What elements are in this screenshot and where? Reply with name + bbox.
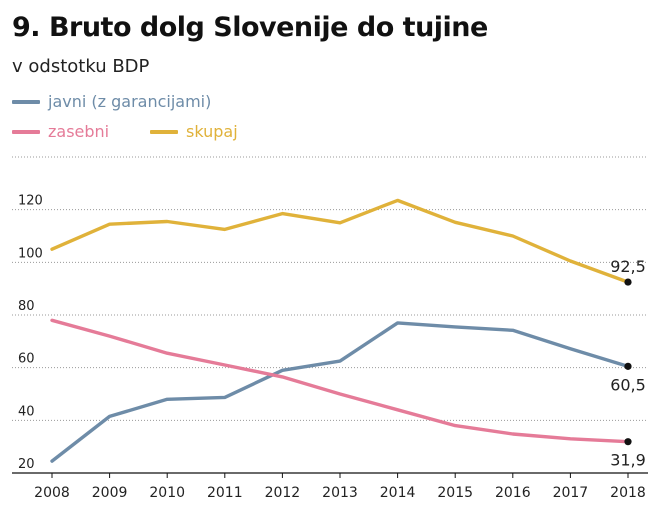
x-tick-label-2010: 2010 <box>149 485 185 501</box>
x-tick-label-2014: 2014 <box>380 485 416 501</box>
x-tick-label-2015: 2015 <box>437 485 473 501</box>
chart-title: 9. Bruto dolg Slovenije do tujine <box>12 12 488 43</box>
y-tick-label-100: 100 <box>18 246 43 261</box>
legend-swatch-skupaj <box>150 129 178 134</box>
x-tick-label-2013: 2013 <box>322 485 358 501</box>
legend-item-skupaj: skupaj <box>150 122 238 141</box>
end-label-javni: 60,5 <box>610 375 646 394</box>
y-tick-label-60: 60 <box>18 352 35 367</box>
series-line-skupaj <box>50 198 630 284</box>
x-tick-label-2008: 2008 <box>34 485 70 501</box>
end-label-skupaj: 92,5 <box>610 257 646 276</box>
chart-subtitle: v odstotku BDP <box>12 56 150 77</box>
series-line-zasebni <box>50 318 630 444</box>
x-tick-label-2009: 2009 <box>92 485 128 501</box>
x-tick-label-2016: 2016 <box>495 485 531 501</box>
end-label-zasebni: 31,9 <box>610 451 646 470</box>
end-point-skupaj <box>624 278 632 286</box>
y-tick-label-20: 20 <box>18 457 35 472</box>
x-tick-label-2018: 2018 <box>610 485 646 501</box>
end-point-javni <box>624 362 632 370</box>
y-tick-label-40: 40 <box>18 404 35 419</box>
y-tick-label-120: 120 <box>18 194 43 209</box>
x-tick-label-2012: 2012 <box>265 485 301 501</box>
legend-swatch-javni <box>12 99 40 104</box>
legend-label-javni: javni (z garancijami) <box>48 92 212 111</box>
legend-label-skupaj: skupaj <box>186 122 238 141</box>
legend-item-zasebni: zasebni <box>12 122 109 141</box>
y-tick-label-80: 80 <box>18 299 35 314</box>
legend-item-javni: javni (z garancijami) <box>12 92 211 111</box>
x-tick-label-2011: 2011 <box>207 485 243 501</box>
legend-label-zasebni: zasebni <box>48 122 110 141</box>
legend-swatch-zasebni <box>12 129 40 134</box>
end-point-zasebni <box>624 438 632 446</box>
x-tick-label-2017: 2017 <box>553 485 589 501</box>
series-line-javni <box>50 321 630 463</box>
